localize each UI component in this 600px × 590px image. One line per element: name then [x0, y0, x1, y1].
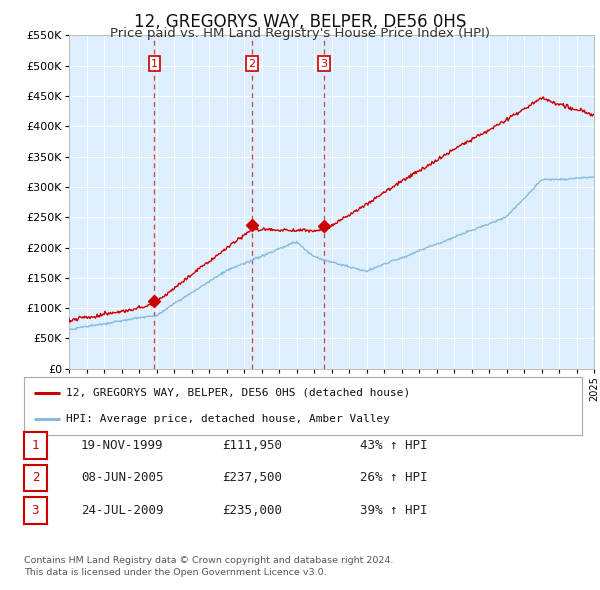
- Text: Contains HM Land Registry data © Crown copyright and database right 2024.: Contains HM Land Registry data © Crown c…: [24, 556, 394, 565]
- Text: 12, GREGORYS WAY, BELPER, DE56 0HS (detached house): 12, GREGORYS WAY, BELPER, DE56 0HS (deta…: [66, 388, 410, 398]
- Text: £111,950: £111,950: [222, 439, 282, 452]
- Text: 2: 2: [32, 471, 39, 484]
- Text: 1: 1: [32, 439, 39, 452]
- Text: 08-JUN-2005: 08-JUN-2005: [81, 471, 163, 484]
- Text: 26% ↑ HPI: 26% ↑ HPI: [360, 471, 427, 484]
- Text: £235,000: £235,000: [222, 504, 282, 517]
- Text: 3: 3: [320, 59, 328, 68]
- Text: This data is licensed under the Open Government Licence v3.0.: This data is licensed under the Open Gov…: [24, 568, 326, 577]
- Text: HPI: Average price, detached house, Amber Valley: HPI: Average price, detached house, Ambe…: [66, 414, 390, 424]
- Text: £237,500: £237,500: [222, 471, 282, 484]
- Text: 43% ↑ HPI: 43% ↑ HPI: [360, 439, 427, 452]
- Text: 2: 2: [248, 59, 255, 68]
- Text: 1: 1: [151, 59, 158, 68]
- Text: 12, GREGORYS WAY, BELPER, DE56 0HS: 12, GREGORYS WAY, BELPER, DE56 0HS: [134, 13, 466, 31]
- Text: Price paid vs. HM Land Registry's House Price Index (HPI): Price paid vs. HM Land Registry's House …: [110, 27, 490, 40]
- Text: 24-JUL-2009: 24-JUL-2009: [81, 504, 163, 517]
- Text: 39% ↑ HPI: 39% ↑ HPI: [360, 504, 427, 517]
- Text: 3: 3: [32, 504, 39, 517]
- Text: 19-NOV-1999: 19-NOV-1999: [81, 439, 163, 452]
